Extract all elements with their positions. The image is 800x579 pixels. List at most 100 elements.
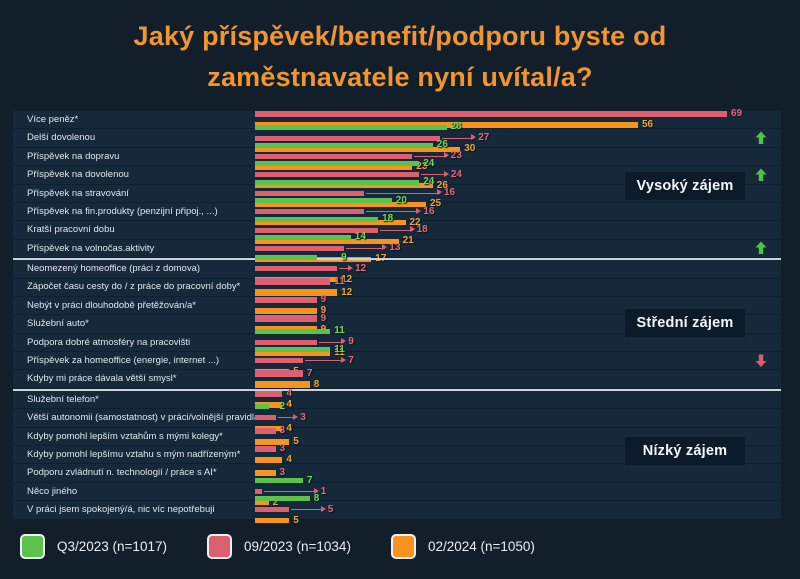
value-label: 26	[436, 179, 448, 191]
pointer-arrow-icon	[339, 264, 354, 271]
bar-09-2023	[255, 315, 317, 322]
value-label: 69	[731, 108, 743, 120]
bar-02-2024	[255, 350, 331, 356]
category-label: Kdyby pomohl lepšímu vztahu s mým nadříz…	[27, 448, 241, 460]
bar-line: 1	[255, 485, 781, 497]
bar-09-2023	[255, 390, 283, 398]
bar-q3-2023	[255, 496, 310, 502]
category-label: Příspěvek na dopravu	[27, 150, 120, 162]
value-label: 2	[272, 496, 279, 508]
pointer-arrow-icon	[291, 505, 326, 512]
value-label: 3	[300, 411, 306, 423]
value-label: 12	[341, 273, 353, 285]
bar-line: 56	[255, 120, 781, 130]
bar-line: 2	[255, 496, 781, 508]
bar-q3-2023	[255, 478, 303, 484]
bar-group: 18 18 21	[255, 214, 781, 246]
bar-line: 9	[255, 306, 781, 316]
bar-line: 7	[255, 368, 781, 379]
pointer-arrow-icon	[421, 170, 449, 177]
category-label: Neomezený homeoffice (práci z domova)	[27, 263, 201, 275]
legend-item-02-2024: 02/2024 (n=1050)	[390, 534, 535, 559]
category-label: Delší dovolenou	[27, 132, 96, 144]
bar-line: 16	[255, 188, 781, 198]
value-label: 16	[423, 205, 435, 217]
bar-q3-2023	[255, 328, 331, 334]
chart-row: Kdyby pomohl lepším vztahům s mými koleg…	[13, 424, 781, 447]
bar-group: 28 27 30	[255, 122, 781, 154]
legend-label-09-2023: 09/2023 (n=1034)	[243, 538, 351, 554]
bar-line: 27	[255, 133, 781, 143]
value-label: 23	[416, 161, 428, 173]
category-label: Příspěvek na dovolenou	[27, 169, 129, 181]
bar-line: 4	[255, 455, 781, 465]
chart-title-line2: zaměstnavatele nyní uvítal/a?	[207, 61, 593, 92]
value-label: 18	[382, 213, 394, 225]
value-label: 3	[279, 467, 286, 479]
bar-09-2023	[255, 266, 338, 272]
value-label: 26	[436, 139, 448, 151]
category-label: Nebýt v práci dlouhodobě přetěžován/a*	[27, 299, 197, 311]
bar-line: 14	[255, 232, 781, 242]
value-label: 3	[279, 424, 286, 436]
category-label: Příspěvek na fin.produkty (penzijní přip…	[27, 205, 218, 217]
bar-q3-2023	[255, 234, 351, 240]
category-label: Podpora dobré atmosféry na pracovišti	[27, 336, 191, 348]
value-label: 4	[286, 454, 292, 466]
value-label: 11	[334, 347, 345, 359]
value-label: 13	[389, 242, 401, 254]
bar-line: 9	[255, 337, 781, 347]
bar-q3-2023	[255, 198, 392, 204]
value-label: 21	[402, 235, 414, 247]
bar-02-2024	[255, 183, 433, 189]
trend-up-arrow-icon	[755, 131, 767, 145]
bar-group: 69 56	[255, 109, 781, 130]
value-label: 8	[313, 378, 320, 390]
value-label: 4	[286, 422, 292, 434]
value-label: 7	[348, 354, 354, 366]
bar-line: 13	[255, 243, 781, 253]
value-label: 9	[320, 294, 327, 306]
bar-group: 11 9 11	[255, 326, 781, 358]
bar-q3-2023	[255, 255, 317, 261]
value-label: 12	[341, 286, 353, 298]
bar-02-2024	[255, 121, 638, 129]
bar-09-2023	[255, 427, 276, 435]
chart-title-line1: Jaký příspěvek/benefit/podporu byste od	[133, 21, 667, 51]
pointer-arrow-icon	[366, 207, 422, 214]
pointer-arrow-icon	[441, 134, 476, 141]
value-label: 5	[327, 503, 334, 515]
bar-line: 3	[255, 468, 781, 478]
bar-02-2024	[255, 438, 290, 446]
bar-line: 8	[255, 492, 781, 504]
bar-line: 23	[255, 151, 781, 161]
bar-02-2024	[255, 381, 310, 388]
chart-row: Příspěvek na stravování 24 16 25	[13, 177, 781, 209]
pointer-arrow-icon	[414, 152, 449, 159]
chart-row: Něco jiného 7 1 2	[13, 475, 781, 507]
value-label: 24	[423, 176, 435, 188]
value-label: 24	[423, 157, 435, 169]
bar-line: 9	[255, 313, 781, 324]
value-label: 27	[478, 132, 490, 144]
bar-09-2023	[255, 110, 727, 118]
value-label: 14	[354, 231, 366, 243]
bar-09-2023	[255, 507, 290, 513]
category-label: V práci jsem spokojený/á, nic víc nepotř…	[27, 504, 215, 516]
category-label: Něco jiného	[27, 485, 78, 497]
value-label: 1	[320, 485, 327, 497]
category-label: Příspěvek za homeoffice (energie, intern…	[27, 355, 220, 367]
bar-02-2024	[255, 201, 426, 207]
zone-label-high: Vysoký zájem	[625, 172, 745, 200]
chart-row: Kratší pracovní dobu 18 18 21	[13, 214, 781, 246]
bar-02-2024	[255, 238, 399, 244]
bar-q3-2023	[255, 124, 447, 130]
chart-row: Kdyby mi práce dávala větší smysl* 7 8	[13, 368, 781, 390]
category-label: Kratší pracovní dobu	[27, 224, 115, 236]
pointer-arrow-icon	[318, 338, 346, 345]
value-label: 8	[313, 492, 320, 504]
bar-line: 24	[255, 169, 781, 180]
